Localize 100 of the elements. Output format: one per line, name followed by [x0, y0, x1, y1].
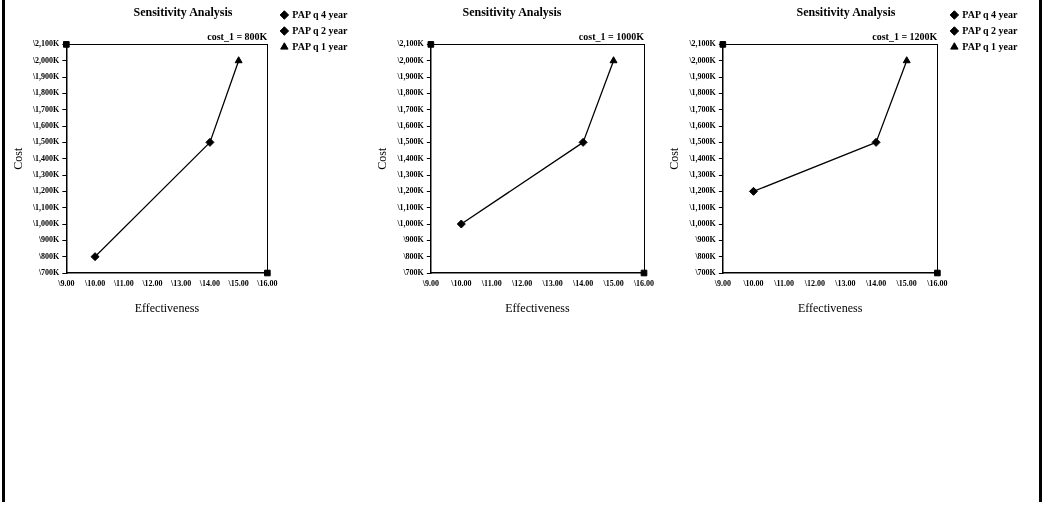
x-tick-label: \15.00 — [895, 278, 917, 288]
x-tick-label: \16.00 — [256, 278, 278, 288]
y-tick-label: \2,000K — [31, 55, 61, 65]
x-tick-label: \10.00 — [450, 278, 472, 288]
text: cost_1 = 1200K — [872, 30, 938, 42]
point — [90, 252, 100, 262]
y-tick-label: \1,100K — [31, 202, 61, 212]
chart-title: Sensitivity Analysis — [133, 5, 233, 20]
x-tick-label: \13.00 — [834, 278, 856, 288]
x-tick-label: \13.00 — [541, 278, 563, 288]
x-tick-label: \14.00 — [864, 278, 887, 288]
x-axis-title: Effectiveness — [797, 300, 863, 315]
legend-label: PAP q 4 year — [292, 8, 349, 20]
chart-title: Sensitivity Analysis — [796, 5, 896, 20]
point — [234, 56, 243, 64]
y-tick-label: \1,300K — [396, 170, 425, 180]
y-tick-label: \900K — [402, 235, 425, 245]
y-axis-title: Cost — [667, 147, 682, 170]
chart-title: Sensitivity Analysis — [462, 5, 562, 20]
y-tick-label: \2,100K — [688, 39, 717, 49]
x-axis-title: Effectiveness — [134, 300, 200, 315]
y-tick-label: \800K — [402, 251, 425, 261]
y-tick-label: \1,100K — [396, 202, 425, 212]
y-tick-label: \2,000K — [396, 55, 425, 65]
point — [934, 269, 941, 277]
y-tick-label: \1,500K — [688, 137, 717, 147]
point — [609, 56, 618, 64]
y-axis-title: Cost — [375, 147, 390, 170]
y-tick-label: \1,500K — [31, 137, 61, 147]
legend-label: PAP q 4 year — [962, 8, 1019, 20]
point — [264, 269, 271, 277]
y-tick-label: \1,700K — [688, 104, 717, 114]
point — [871, 137, 881, 147]
text: cost_1 = 800K — [207, 30, 268, 42]
legend-label: PAP q 2 year — [292, 24, 349, 36]
y-tick-label: \800K — [694, 251, 717, 261]
point — [456, 219, 466, 229]
y-tick-label: \900K — [37, 235, 61, 245]
x-tick-label: \14.00 — [198, 278, 221, 288]
y-tick-label: \700K — [694, 268, 717, 278]
point — [578, 137, 588, 147]
x-tick-label: \14.00 — [571, 278, 594, 288]
y-tick-label: \1,400K — [31, 153, 61, 163]
x-tick-label: \10.00 — [742, 278, 764, 288]
y-tick-label: \1,500K — [396, 137, 425, 147]
legend-label: PAP q 1 year — [292, 40, 349, 52]
y-tick-label: \1,800K — [688, 88, 717, 98]
y-tick-label: \1,600K — [688, 121, 717, 131]
x-tick-label: \12.00 — [141, 278, 163, 288]
x-tick-label: \11.00 — [112, 278, 134, 288]
y-tick-label: \1,100K — [688, 202, 717, 212]
x-tick-label: \12.00 — [511, 278, 533, 288]
y-tick-label: \1,000K — [396, 219, 425, 229]
y-tick-label: \2,000K — [688, 55, 717, 65]
text: cost_1 = 1000K — [578, 30, 645, 42]
point — [205, 137, 215, 147]
y-tick-label: \1,900K — [31, 72, 61, 82]
y-tick-label: \900K — [694, 235, 717, 245]
x-tick-label: \9.00 — [421, 278, 439, 288]
y-tick-label: \1,200K — [396, 186, 425, 196]
x-tick-label: \9.00 — [57, 278, 75, 288]
y-tick-label: \1,800K — [396, 88, 425, 98]
x-tick-label: \16.00 — [632, 278, 655, 288]
y-tick-label: \700K — [402, 268, 425, 278]
point — [902, 56, 911, 64]
point — [748, 186, 758, 196]
x-tick-label: \12.00 — [803, 278, 825, 288]
y-axis-title: Cost — [11, 147, 26, 170]
point — [427, 41, 435, 48]
x-tick-label: \13.00 — [170, 278, 192, 288]
legend-label: PAP q 2 year — [962, 24, 1019, 36]
x-tick-label: \11.00 — [480, 278, 502, 288]
x-axis-title: Effectiveness — [505, 300, 570, 315]
y-tick-label: \1,300K — [688, 170, 717, 180]
x-tick-label: \15.00 — [602, 278, 624, 288]
y-tick-label: \1,900K — [396, 72, 425, 82]
y-tick-label: \1,200K — [688, 186, 717, 196]
y-tick-label: \1,400K — [396, 153, 425, 163]
y-tick-label: \1,000K — [688, 219, 717, 229]
y-tick-label: \2,100K — [31, 39, 61, 49]
y-tick-label: \1,700K — [396, 104, 425, 114]
legend-label: PAP q 1 year — [962, 40, 1019, 52]
y-tick-label: \1,600K — [396, 121, 425, 131]
x-tick-label: \15.00 — [227, 278, 249, 288]
y-tick-label: \1,000K — [31, 219, 61, 229]
y-tick-label: \1,900K — [688, 72, 717, 82]
x-tick-label: \11.00 — [773, 278, 795, 288]
x-tick-label: \10.00 — [83, 278, 106, 288]
y-tick-label: \1,300K — [31, 170, 61, 180]
y-tick-label: \1,400K — [688, 153, 717, 163]
y-tick-label: \700K — [37, 268, 61, 278]
y-tick-label: \1,800K — [31, 88, 61, 98]
y-tick-label: \1,600K — [31, 121, 61, 131]
y-tick-label: \800K — [37, 251, 61, 261]
y-tick-label: \1,200K — [31, 186, 61, 196]
y-tick-label: \1,700K — [31, 104, 61, 114]
x-tick-label: \16.00 — [926, 278, 948, 288]
y-tick-label: \2,100K — [396, 39, 425, 49]
point — [719, 41, 727, 48]
x-tick-label: \9.00 — [713, 278, 731, 288]
